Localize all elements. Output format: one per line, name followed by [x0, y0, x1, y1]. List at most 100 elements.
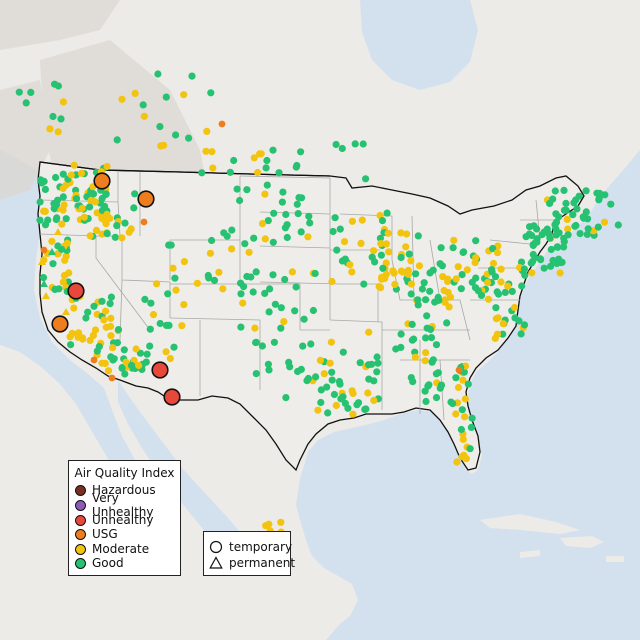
site-moderate	[59, 184, 67, 193]
site-good	[51, 80, 59, 88]
site-good	[533, 225, 541, 233]
site-moderate	[140, 112, 148, 120]
site-good	[107, 293, 115, 301]
site-good	[204, 271, 212, 280]
site-good	[294, 210, 302, 218]
site-moderate	[102, 220, 110, 228]
site-good	[460, 248, 468, 256]
site-good	[525, 230, 534, 238]
site-good	[376, 234, 384, 242]
site-good	[526, 223, 534, 231]
site-moderate	[251, 324, 259, 332]
site-good	[44, 216, 52, 224]
site-moderate	[103, 210, 111, 218]
site-moderate	[70, 304, 78, 312]
site-usg-large	[93, 172, 111, 190]
site-good	[285, 358, 293, 366]
site-moderate	[454, 383, 463, 392]
hudson-bay	[360, 0, 478, 90]
site-good	[114, 326, 123, 334]
site-moderate	[348, 217, 356, 225]
site-moderate	[316, 356, 324, 364]
site-good	[252, 370, 260, 378]
site-good	[410, 335, 418, 343]
site-moderate	[407, 280, 415, 288]
site-good	[121, 219, 129, 227]
site-moderate	[118, 234, 126, 242]
site-good	[281, 224, 289, 232]
site-good	[309, 306, 317, 315]
site-good	[271, 300, 279, 308]
site-good	[58, 245, 66, 253]
site-good	[397, 253, 405, 262]
site-good	[86, 203, 94, 211]
site-moderate	[459, 435, 467, 443]
site-moderate	[208, 148, 216, 156]
site-good	[282, 394, 290, 402]
site-moderate	[91, 326, 100, 334]
monitor-type-legend: temporary permanent	[203, 531, 295, 576]
site-good	[499, 330, 507, 338]
site-good	[230, 156, 238, 165]
site-moderate	[461, 395, 469, 403]
site-moderate	[463, 266, 471, 274]
site-moderate	[41, 207, 49, 215]
site-good	[383, 209, 391, 217]
site-moderate	[489, 259, 498, 268]
site-moderate	[254, 168, 262, 177]
site-moderate	[332, 401, 340, 410]
site-good	[293, 200, 301, 208]
site-good	[103, 230, 111, 238]
site-good	[365, 361, 373, 369]
site-good	[583, 230, 591, 238]
site-good	[252, 338, 260, 346]
site-moderate	[453, 458, 461, 466]
site-good	[170, 343, 178, 351]
site-good	[397, 330, 405, 338]
site-good	[336, 225, 344, 233]
site-good	[185, 134, 193, 142]
site-good	[98, 297, 106, 305]
site-good	[414, 232, 422, 240]
site-good	[264, 360, 272, 368]
site-moderate	[92, 226, 101, 234]
site-moderate	[59, 278, 67, 286]
site-moderate	[403, 230, 411, 238]
legend-label: Moderate	[92, 542, 150, 556]
legend-item-unhealthy: Unhealthy	[75, 513, 153, 527]
site-moderate	[68, 329, 76, 337]
site-good	[491, 273, 500, 281]
site-moderate	[377, 240, 385, 248]
type-label: temporary	[229, 539, 293, 554]
site-good	[294, 367, 302, 376]
site-good	[110, 355, 118, 363]
unhealthy-swatch-icon	[75, 514, 86, 526]
legend-title: Air Quality Index	[74, 466, 175, 480]
site-good	[468, 414, 476, 422]
site-good	[156, 123, 164, 131]
legend-item-permanent: permanent	[209, 555, 295, 570]
site-moderate	[180, 91, 188, 99]
site-moderate	[180, 258, 188, 266]
site-good	[269, 271, 277, 279]
site-good	[300, 315, 308, 323]
site-good	[540, 264, 548, 272]
site-moderate	[365, 328, 373, 336]
site-moderate	[245, 248, 253, 256]
site-moderate	[304, 233, 312, 241]
site-moderate	[172, 286, 180, 294]
site-good	[237, 323, 245, 331]
site-moderate	[378, 275, 386, 283]
site-good	[304, 374, 312, 383]
site-good	[414, 296, 422, 304]
site-good	[269, 238, 277, 246]
site-good	[362, 175, 370, 183]
site-good	[458, 271, 466, 279]
site-moderate	[326, 359, 334, 367]
site-moderate	[461, 413, 469, 421]
site-moderate	[169, 264, 177, 272]
site-good	[282, 210, 290, 219]
site-good	[467, 423, 475, 431]
legend-label: Unhealthy	[92, 513, 154, 527]
site-moderate	[153, 280, 161, 288]
